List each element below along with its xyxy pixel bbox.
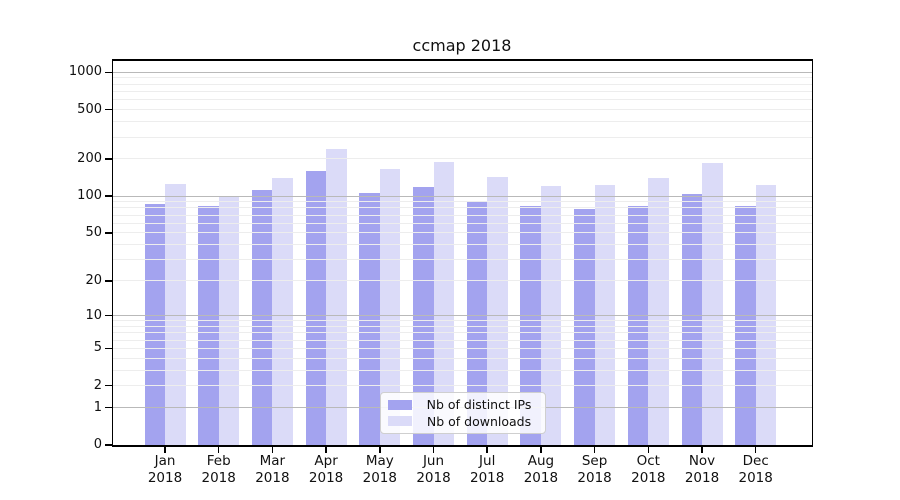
x-tick-label: Jan 2018 [147,453,183,486]
bar-downloads [755,184,777,445]
x-tick-label: Oct 2018 [631,453,666,486]
gridline-minor [113,357,812,359]
y-tick [105,158,112,160]
gridline-minor [113,99,812,101]
y-tick-label: 5 [93,340,102,356]
x-tick-label: Nov 2018 [684,453,720,486]
gridline-minor [113,91,812,93]
y-tick-label: 1 [93,399,102,415]
gridline-minor [113,280,812,282]
y-tick [105,280,112,282]
x-tick [647,447,650,453]
y-tick-label: 20 [85,272,102,288]
x-tick-label: Dec 2018 [738,453,773,486]
gridline-major [113,195,812,197]
y-tick [105,444,112,446]
gridline-minor [113,83,812,85]
legend-item-downloads: Nb of downloads [388,414,537,429]
gridline-minor [113,207,812,209]
y-tick [105,314,112,317]
y-tick-label: 200 [77,150,102,166]
bar-distinct-ips [251,189,273,445]
x-tick [486,447,488,453]
bar-distinct-ips [144,204,165,445]
gridline-minor [113,222,812,224]
gridline-minor [113,320,812,322]
x-tick [271,447,274,453]
gridline-minor [113,214,812,216]
x-tick [754,447,757,453]
bar-downloads [594,184,616,445]
bar-downloads [648,178,669,445]
y-tick-label: 50 [85,224,102,240]
gridline-minor [113,385,812,387]
x-tick-label: Sep 2018 [577,453,612,486]
y-tick [105,195,112,197]
bar-distinct-ips [359,192,380,445]
y-tick [105,232,112,234]
y-tick-label: 10 [85,307,102,323]
x-tick [432,447,435,453]
y-tick-label: 0 [93,437,102,452]
y-tick-label: 1000 [68,64,102,80]
gridline-minor [113,369,812,371]
y-tick [105,406,112,409]
x-tick [701,447,703,453]
bar-downloads [379,168,401,445]
bar-downloads [326,148,347,445]
y-tick [105,384,112,387]
x-tick [325,447,327,453]
x-tick [217,447,220,453]
bar-distinct-ips [466,201,488,445]
legend-label-distinct-ips: Nb of distinct IPs [426,397,532,413]
gridline-minor [113,121,812,123]
gridline-minor [113,232,812,234]
gridline-minor [113,77,812,79]
plot-area [112,59,813,447]
bar-downloads [702,163,723,445]
gridline-minor [113,339,812,341]
y-tick-label: 100 [77,188,102,204]
gridline-minor [113,201,812,203]
gridline-minor [113,347,812,349]
bar-distinct-ips [681,193,702,445]
x-tick-label: Jun 2018 [416,453,451,486]
bar-downloads [272,178,293,445]
x-tick [379,447,381,453]
legend-item-distinct-ips: Nb of distinct IPs [388,397,537,412]
y-tick [105,108,112,111]
y-tick-label: 2 [93,377,102,393]
gridline-major [113,71,812,73]
x-tick-label: Jul 2018 [470,453,505,486]
legend-swatch-downloads [388,416,412,427]
gridline-minor [113,136,812,138]
y-tick [105,347,112,350]
gridline-minor [113,332,812,334]
bar-distinct-ips [305,170,327,445]
gridline-major [113,315,812,317]
x-tick-label: Apr 2018 [308,453,344,486]
gridline-minor [113,259,812,261]
legend: Nb of distinct IPs Nb of downloads [380,392,546,434]
gridline-minor [113,325,812,327]
chart-title: ccmap 2018 [412,36,512,55]
x-tick [164,447,166,453]
x-tick-label: Feb 2018 [201,453,236,486]
gridline-minor [113,244,812,246]
bar-downloads [487,176,508,445]
y-tick-label: 500 [77,101,102,117]
x-tick-label: Aug 2018 [523,453,559,486]
x-tick-label: Mar 2018 [255,453,290,486]
legend-label-downloads: Nb of downloads [426,413,532,429]
gridline-minor [113,109,812,111]
x-tick [593,447,596,453]
gridline-minor [113,158,812,160]
legend-swatch-distinct-ips [388,399,412,410]
x-tick [540,447,542,453]
bar-downloads [165,184,186,445]
x-tick-label: May 2018 [362,453,397,486]
y-tick [105,71,112,74]
